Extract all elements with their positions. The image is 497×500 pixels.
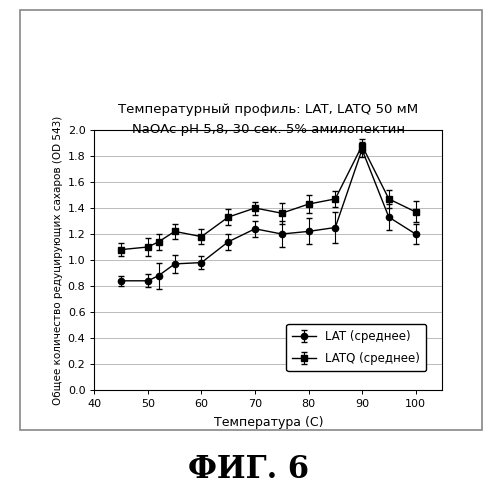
Legend: LAT (среднее), LATQ (среднее): LAT (среднее), LATQ (среднее)	[286, 324, 426, 371]
Text: ФИГ. 6: ФИГ. 6	[188, 454, 309, 486]
X-axis label: Температура (C): Температура (C)	[214, 416, 323, 429]
Text: Температурный профиль: LAT, LATQ 50 мМ: Температурный профиль: LAT, LATQ 50 мМ	[118, 103, 418, 116]
Text: NaOAc pH 5,8, 30 сек. 5% амилопектин: NaOAc pH 5,8, 30 сек. 5% амилопектин	[132, 122, 405, 136]
Y-axis label: Общее количество редуцирующих сахаров (OD 543): Общее количество редуцирующих сахаров (O…	[54, 116, 64, 405]
